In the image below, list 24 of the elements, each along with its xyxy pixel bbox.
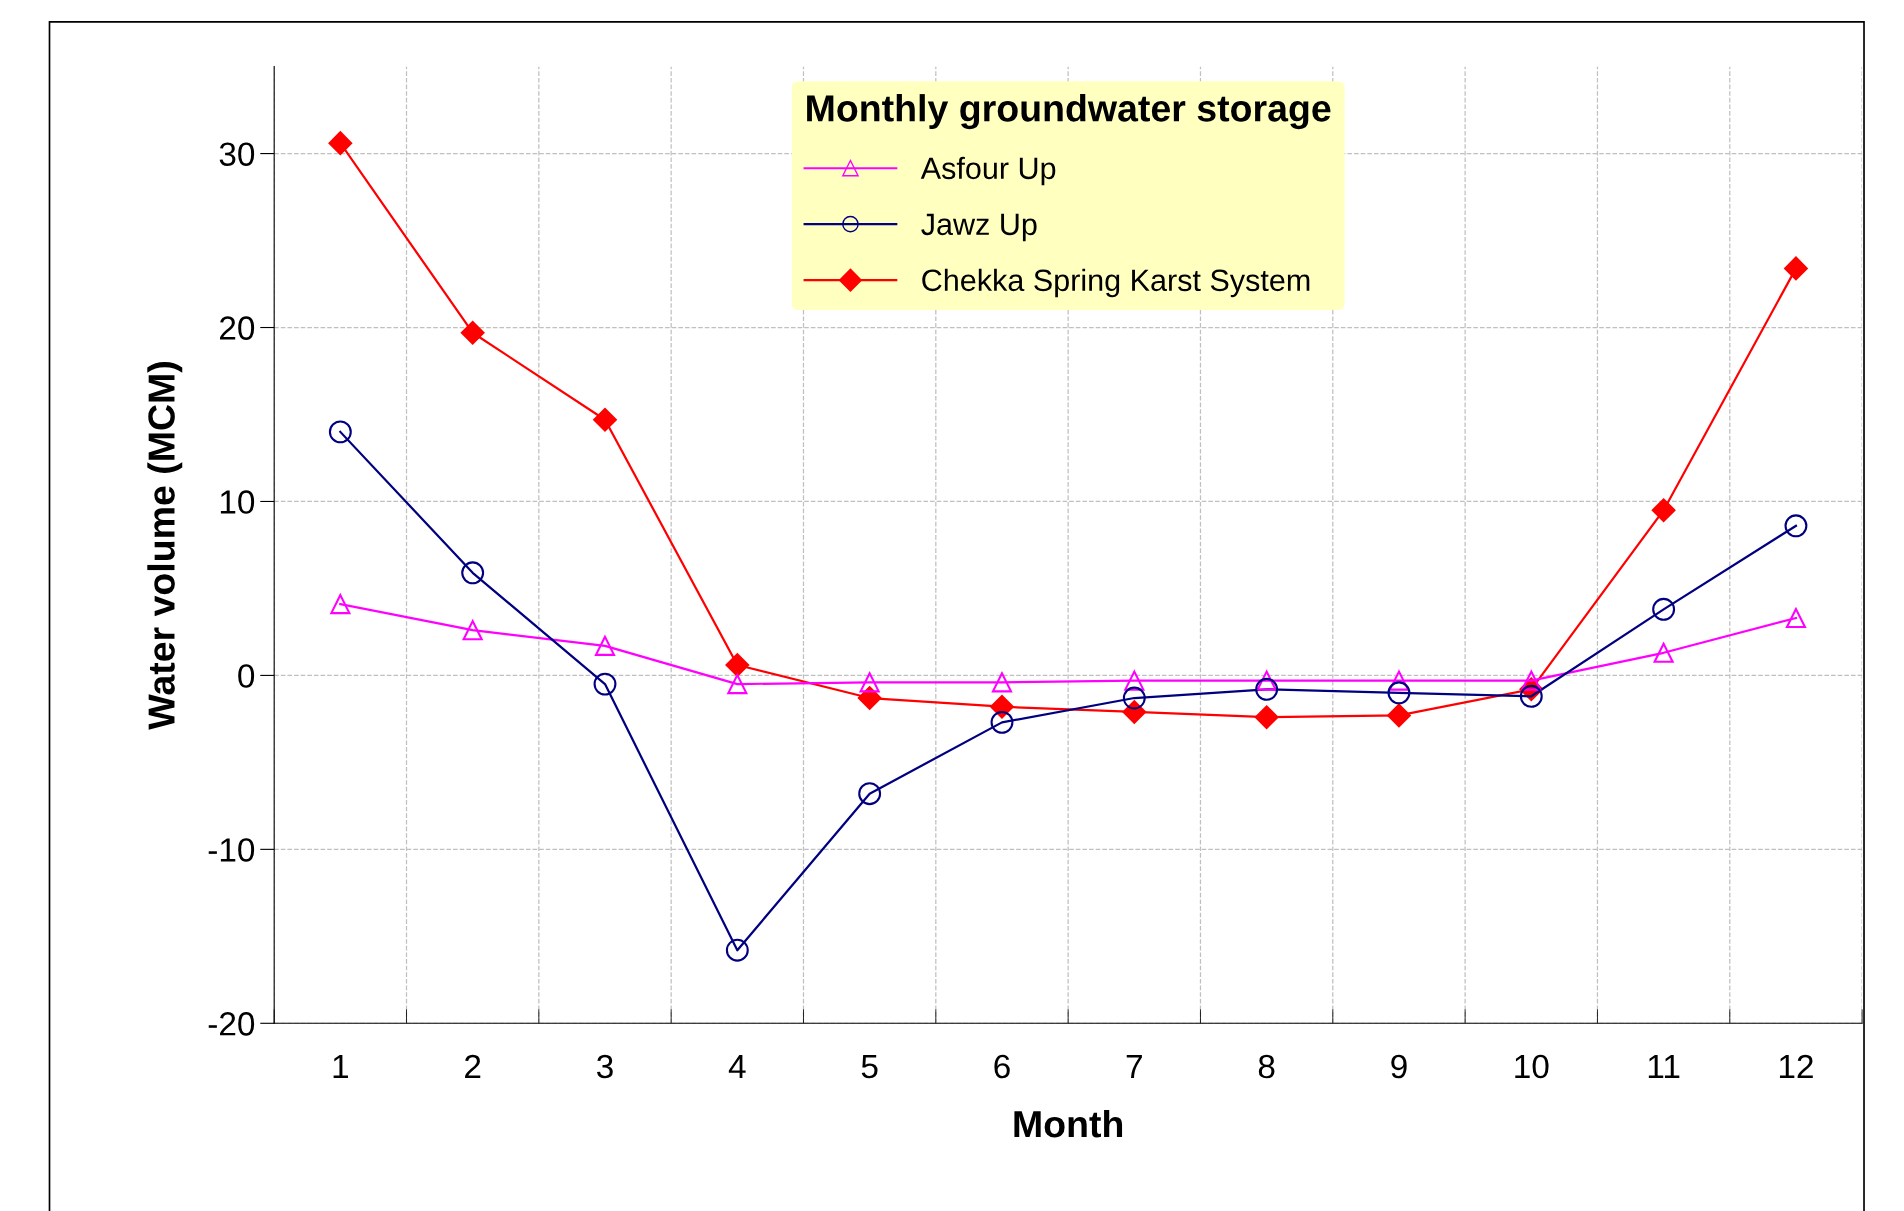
x-tick-label: 1 [333,1055,348,1079]
legend-label: Chekka Spring Karst System [922,268,1310,298]
x-tick-label: 3 [597,1054,613,1079]
legend-label: Asfour Up [920,156,1056,186]
x-tick-label: 9 [1391,1054,1407,1079]
x-tick-label: 11 [1648,1055,1680,1079]
y-tick-label: -10 [208,838,255,862]
y-tick-label: 30 [219,142,255,166]
x-tick-label: 2 [465,1054,481,1079]
y-tick-label: 10 [220,490,255,514]
x-tick-label: 12 [1779,1054,1813,1079]
x-tick-label: 4 [728,1055,746,1079]
y-axis-title: Water volume (MCM) [147,362,183,730]
legend-title: Monthly groundwater storage [807,94,1331,130]
x-tick-label: 5 [861,1055,878,1079]
y-tick-label: 0 [238,664,255,688]
y-tick-label: -20 [208,1012,255,1036]
x-tick-label: 7 [1126,1055,1142,1079]
x-tick-label: 10 [1515,1054,1549,1079]
x-tick-label: 8 [1258,1054,1275,1079]
x-axis-title: Month [1014,1109,1123,1138]
x-tick-label: 6 [994,1054,1010,1079]
legend-label: Jawz Up [921,213,1037,242]
y-tick-label: 20 [220,316,255,340]
